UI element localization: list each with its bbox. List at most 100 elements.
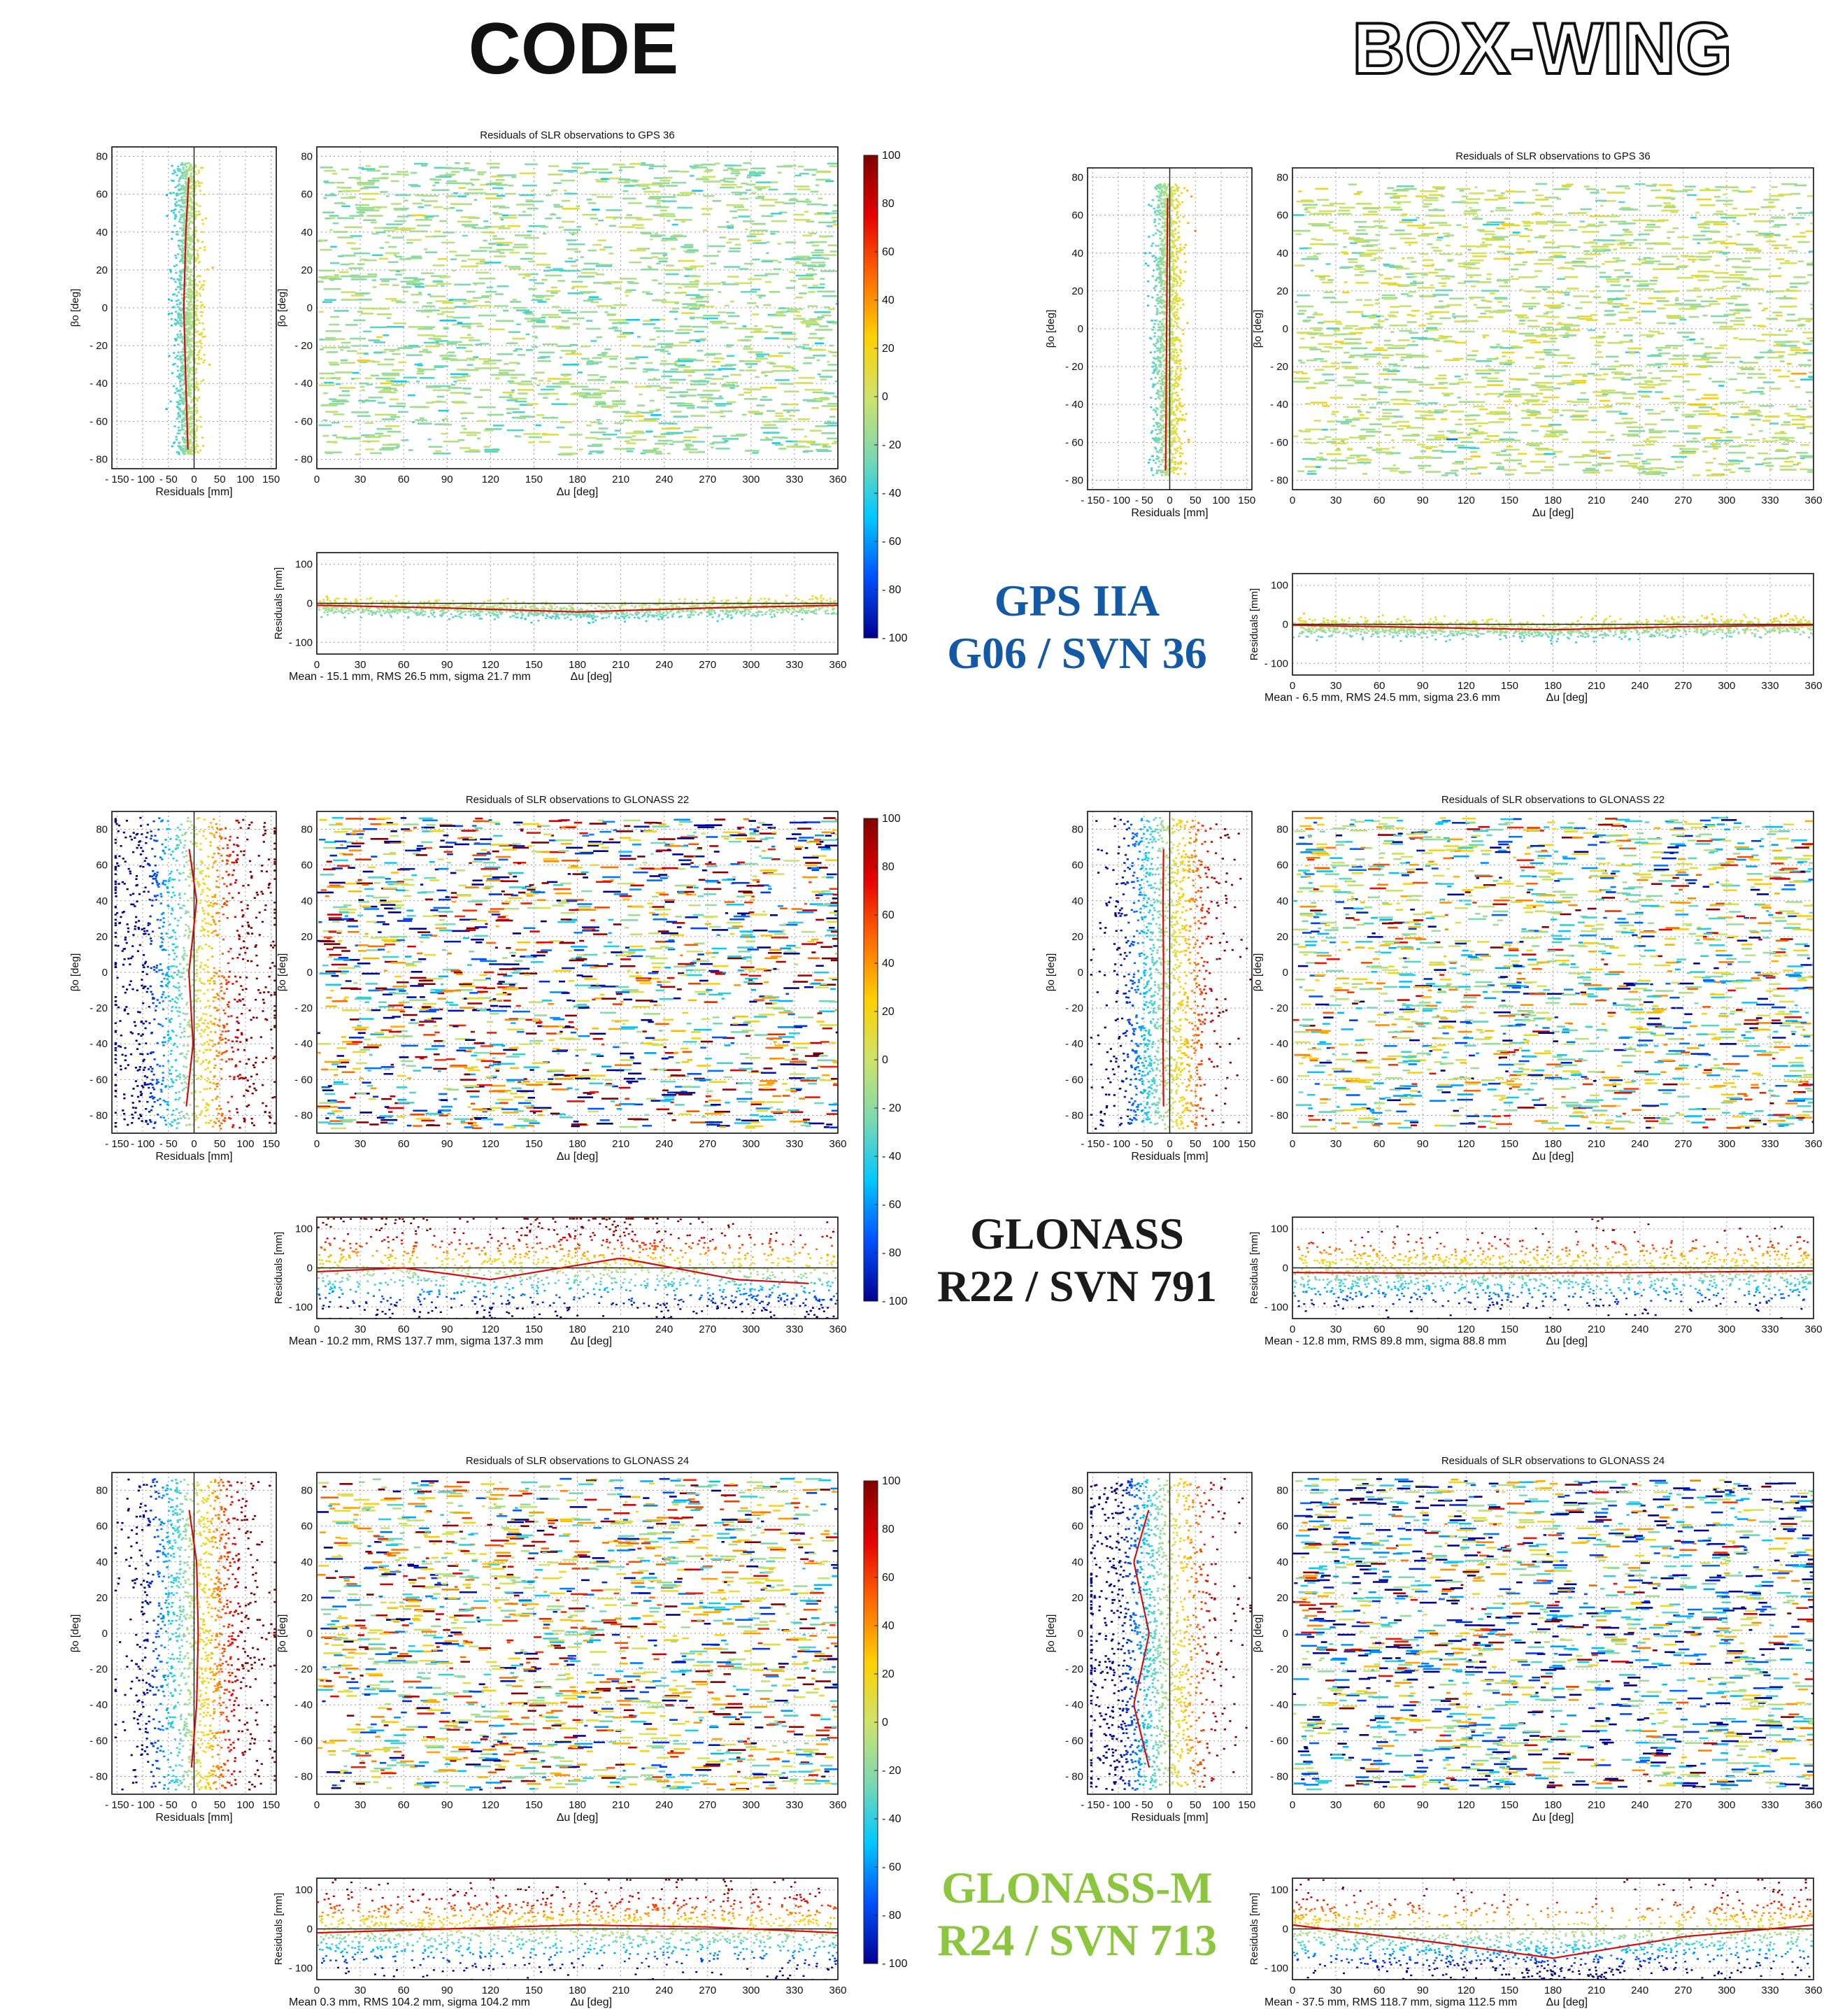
- scatter-point: [607, 314, 615, 316]
- scatter-point: [178, 178, 181, 180]
- scatter-point: [178, 393, 181, 396]
- scatter-point: [512, 299, 518, 301]
- scatter-point: [418, 368, 436, 371]
- scatter-point: [646, 187, 650, 189]
- scatter-point: [459, 613, 462, 615]
- scatter-point: [411, 609, 413, 612]
- scatter-point: [806, 273, 818, 276]
- scatter-point: [183, 188, 187, 190]
- scatter-point: [498, 371, 509, 374]
- scatter-point: [680, 615, 683, 618]
- scatter-point: [821, 603, 824, 605]
- scatter-point: [195, 419, 199, 421]
- scatter-point: [477, 173, 485, 176]
- scatter-point: [190, 241, 193, 243]
- scatter-point: [599, 609, 602, 611]
- scatter-point: [454, 306, 473, 308]
- scatter-point: [195, 173, 198, 176]
- scatter-point: [413, 611, 415, 613]
- scatter-point: [455, 209, 463, 212]
- scatter-point: [189, 354, 192, 357]
- scatter-point: [585, 603, 588, 606]
- scatter-point: [558, 345, 572, 348]
- scatter-point: [642, 187, 647, 190]
- scatter-point: [347, 350, 357, 353]
- scatter-point: [370, 604, 373, 606]
- scatter-point: [586, 613, 589, 616]
- scatter-point: [752, 258, 760, 261]
- scatter-point: [799, 292, 807, 294]
- scatter-point: [441, 311, 455, 313]
- scatter-point: [360, 187, 369, 190]
- scatter-point: [453, 316, 471, 319]
- scatter-point: [492, 238, 505, 240]
- scatter-point: [424, 217, 429, 219]
- scatter-point: [179, 377, 182, 380]
- scatter-point: [682, 358, 697, 361]
- scatter-point: [606, 604, 609, 606]
- scatter-point: [696, 603, 699, 605]
- scatter-point: [632, 180, 638, 183]
- scatter-point: [185, 334, 188, 336]
- scatter-point: [189, 288, 192, 290]
- scatter-point: [502, 391, 515, 394]
- scatter-point: [815, 171, 831, 173]
- scatter-point: [527, 613, 530, 616]
- scatter-point: [478, 358, 491, 360]
- scatter-point: [672, 441, 684, 443]
- scatter-point: [720, 186, 735, 189]
- scatter-point: [173, 362, 176, 365]
- scatter-point: [473, 356, 479, 358]
- scatter-point: [174, 198, 177, 200]
- scatter-point: [175, 257, 178, 260]
- scatter-point: [520, 257, 533, 260]
- scatter-point: [518, 389, 534, 391]
- scatter-point: [548, 378, 559, 380]
- scatter-point: [560, 453, 578, 455]
- scatter-point: [659, 387, 673, 389]
- scatter-point: [634, 605, 637, 607]
- scatter-point: [487, 610, 490, 612]
- scatter-point: [511, 376, 518, 379]
- scatter-point: [564, 613, 567, 615]
- scatter-point: [516, 323, 521, 325]
- scatter-point: [832, 609, 834, 611]
- scatter-point: [427, 438, 432, 441]
- scatter-point: [661, 613, 664, 616]
- scatter-point: [531, 299, 543, 301]
- scatter-point: [334, 599, 336, 602]
- tick-label: - 80: [1270, 474, 1288, 486]
- scatter-point: [197, 285, 199, 287]
- scatter-point: [478, 406, 496, 409]
- scatter-point: [704, 374, 715, 376]
- scatter-point: [694, 604, 697, 607]
- scatter-point: [726, 204, 743, 206]
- scatter-point: [643, 450, 662, 453]
- scatter-point: [566, 239, 577, 241]
- scatter-point: [466, 364, 473, 367]
- scatter-point: [489, 599, 492, 602]
- scatter-point: [687, 614, 690, 616]
- scatter-point: [181, 450, 184, 453]
- scatter-point: [459, 432, 476, 434]
- scatter-point: [548, 616, 551, 618]
- scatter-point: [190, 327, 192, 330]
- scatter-point: [835, 396, 838, 398]
- scatter-point: [815, 342, 825, 345]
- scatter-point: [818, 608, 821, 610]
- scatter-point: [178, 409, 181, 411]
- scatter-point: [197, 257, 199, 260]
- scatter-point: [625, 612, 628, 614]
- scatter-point: [714, 162, 720, 165]
- scatter-point: [193, 348, 196, 351]
- scatter-point: [424, 204, 432, 206]
- scatter-point: [371, 613, 373, 616]
- scatter-point: [476, 325, 485, 327]
- scatter-point: [189, 416, 192, 418]
- scatter-point: [684, 443, 692, 446]
- scatter-point: [516, 613, 519, 615]
- scatter-point: [778, 609, 781, 611]
- scatter-point: [187, 261, 190, 263]
- scatter-point: [194, 216, 197, 219]
- scatter-point: [492, 606, 495, 609]
